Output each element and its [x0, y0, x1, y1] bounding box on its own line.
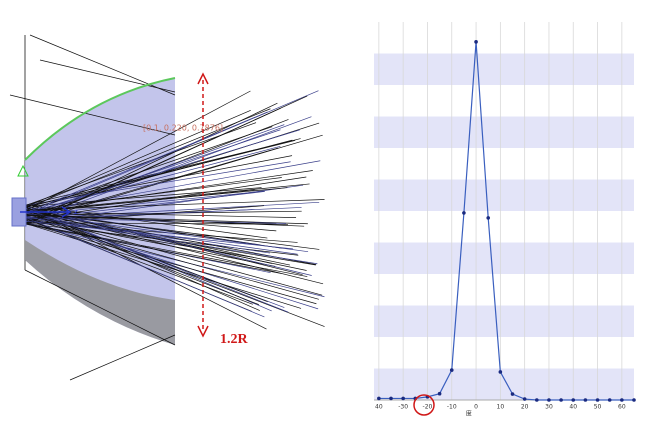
data-point [486, 216, 491, 220]
data-point [510, 392, 515, 396]
data-point [522, 397, 527, 401]
ray [24, 213, 323, 296]
x-axis-label: 度 [466, 410, 472, 418]
x-tick-label: -10 [447, 404, 457, 411]
grid-band [374, 53, 634, 85]
ray [24, 160, 321, 214]
ray [24, 222, 317, 305]
data-point [377, 396, 381, 401]
ray [24, 217, 287, 224]
grid-band [374, 368, 634, 400]
ray [24, 187, 288, 213]
ray [24, 149, 256, 206]
x-tick-label: 0 [474, 404, 478, 411]
x-tick-label: 10 [497, 404, 505, 411]
grid-band [374, 305, 634, 337]
ray [24, 222, 325, 298]
ray [24, 124, 285, 218]
ray [24, 140, 296, 208]
ray [24, 217, 319, 300]
ray-diagram: z [0.1, 0.220, 0.7876] 1.2R [9, 34, 325, 381]
reflector-edge [24, 77, 176, 161]
ray [24, 205, 265, 225]
axis-label: z [74, 208, 78, 216]
grid-band [374, 242, 634, 274]
ray [24, 214, 305, 227]
ray [69, 334, 176, 381]
data-point [474, 40, 478, 44]
ray [24, 90, 251, 212]
ray [24, 183, 310, 212]
ray [24, 204, 268, 239]
ray [24, 216, 318, 265]
arrow-head [61, 206, 72, 218]
ray [24, 161, 291, 206]
data-point [547, 398, 551, 402]
ray [24, 201, 320, 220]
x-tick-label: -30 [398, 404, 408, 411]
data-point [498, 370, 503, 374]
arrow-head [197, 325, 209, 338]
ray [24, 206, 312, 276]
ray [39, 59, 176, 93]
annotation: [0.1, 0.220, 0.7876] [143, 124, 223, 133]
ray [24, 222, 302, 309]
data-point [449, 368, 454, 372]
data-point [401, 396, 405, 401]
ray [24, 269, 176, 346]
x-tick-label: 30 [545, 404, 553, 411]
line-chart: 40 -30 -20 -10 0 10 20 30 40 50 60 度 [374, 22, 636, 418]
dimension-label: 1.2R [220, 332, 249, 347]
ray [24, 220, 293, 250]
x-tick-label: 20 [521, 404, 529, 411]
reflector-shadow [25, 240, 175, 345]
ray [24, 111, 268, 214]
data-point [595, 398, 600, 402]
data-point [607, 398, 612, 402]
ray [24, 214, 308, 225]
data-point [437, 391, 442, 396]
data-point [559, 398, 563, 402]
x-tick-label: 60 [618, 404, 626, 411]
grid-band [374, 179, 634, 211]
data-point [632, 398, 636, 402]
data-point [462, 211, 466, 215]
ray [24, 216, 265, 318]
ray [24, 108, 271, 209]
data-point [620, 398, 624, 402]
ray [24, 215, 271, 254]
grid-band [374, 116, 634, 148]
x-tick-label: 50 [594, 404, 602, 411]
marker [17, 164, 29, 177]
ray [24, 122, 257, 207]
highlight-circle [413, 394, 435, 416]
ray [24, 223, 308, 277]
ray [24, 222, 277, 225]
ray [24, 209, 324, 285]
ray [24, 209, 283, 249]
data-point [571, 398, 576, 402]
data-point [535, 398, 539, 402]
ray [24, 107, 282, 226]
x-tick-label: 40 [569, 404, 577, 411]
arrow-head [197, 72, 209, 85]
ray [24, 210, 325, 327]
ray [24, 146, 281, 214]
x-tick-label: 40 [375, 404, 383, 411]
rays [9, 34, 325, 381]
ray [9, 94, 176, 136]
data-point [583, 398, 588, 402]
ray [29, 34, 176, 96]
series-line [378, 41, 634, 401]
ray [24, 170, 313, 213]
x-tick-label: -20 [423, 404, 433, 411]
ray [24, 129, 300, 215]
ray [24, 116, 312, 223]
data-point [389, 396, 393, 401]
